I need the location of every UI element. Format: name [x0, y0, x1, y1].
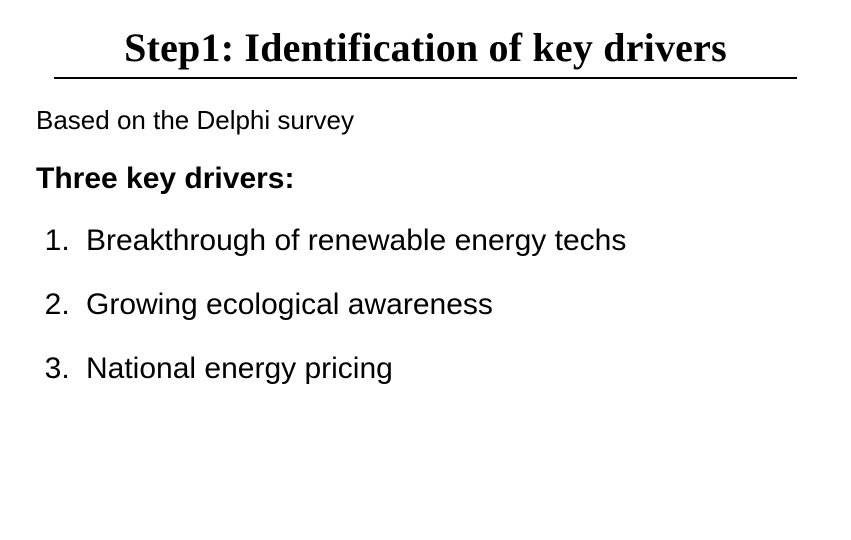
intro-text: Based on the Delphi survey [36, 105, 815, 136]
slide-title: Step1: Identification of key drivers [36, 24, 815, 71]
list-item: Growing ecological awareness [78, 288, 815, 322]
list-item: National energy pricing [78, 352, 815, 386]
slide: Step1: Identification of key drivers Bas… [0, 0, 851, 540]
title-divider [54, 77, 797, 79]
drivers-subhead: Three key drivers: [36, 162, 815, 196]
list-item: Breakthrough of renewable energy techs [78, 224, 815, 258]
drivers-list: Breakthrough of renewable energy techs G… [36, 224, 815, 386]
